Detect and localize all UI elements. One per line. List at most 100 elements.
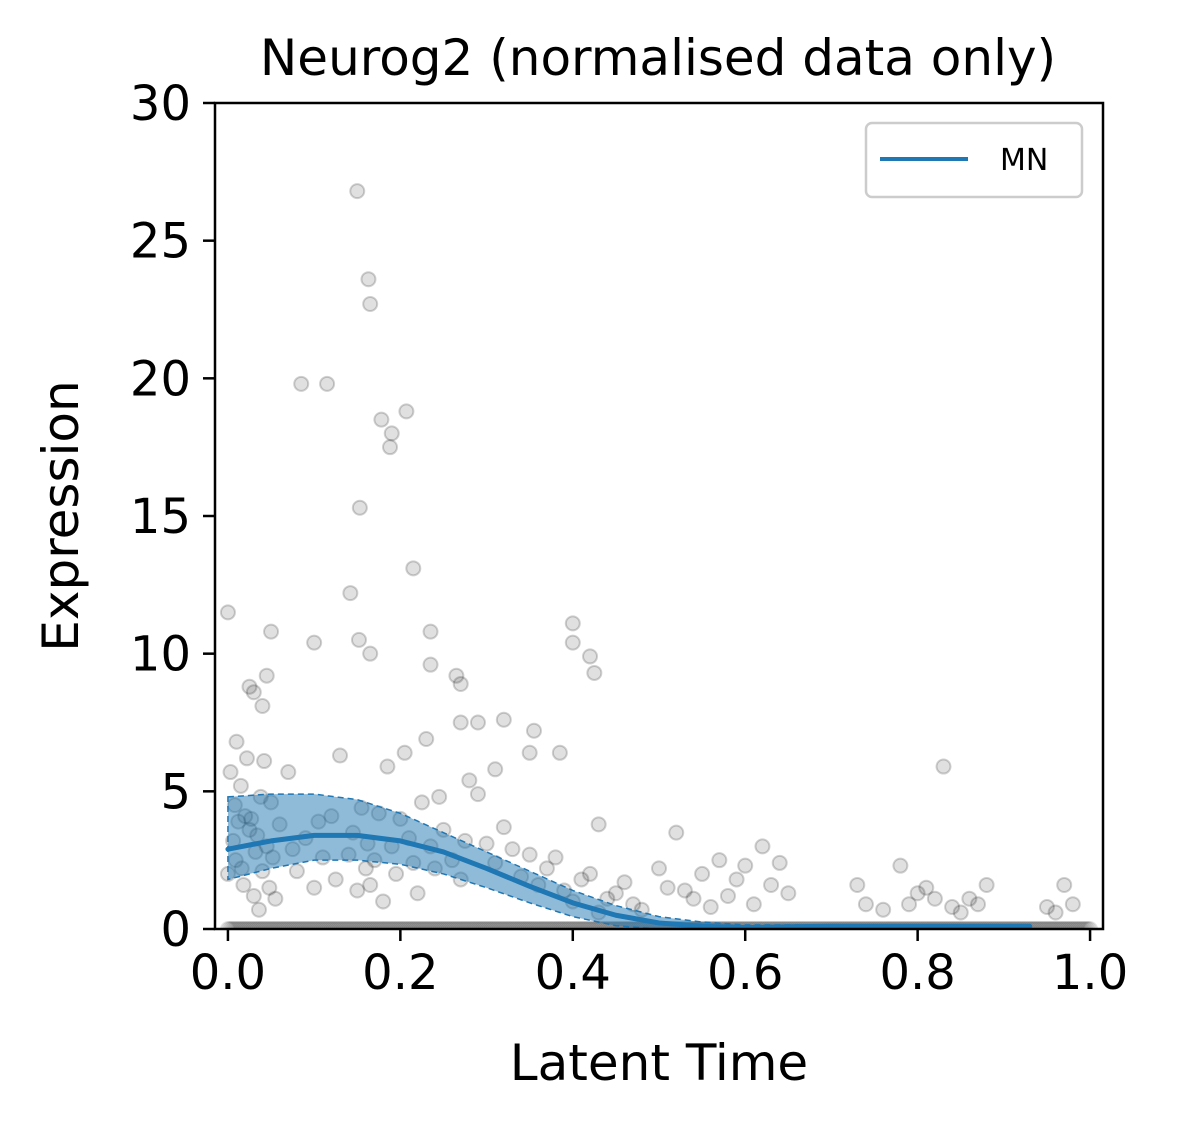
- scatter-point-zero: [558, 921, 575, 929]
- scatter-point-zero: [402, 921, 419, 929]
- scatter-point-zero: [238, 921, 255, 929]
- scatter-point: [332, 747, 349, 764]
- scatter-point: [969, 896, 986, 913]
- scatter-point-zero: [279, 921, 296, 929]
- scatter-point: [935, 758, 952, 775]
- scatter-point-zero: [503, 921, 520, 929]
- scatter-point-zero: [568, 921, 585, 929]
- scatter-point-zero: [464, 921, 481, 929]
- scatter-point: [1038, 898, 1055, 915]
- y-axis-ticks: 0 5 10 15 20 25 30: [130, 76, 215, 958]
- scatter-point-zero: [1034, 921, 1051, 929]
- scatter-point: [702, 898, 719, 915]
- scatter-point: [469, 786, 486, 803]
- scatter-point-zero: [521, 921, 538, 929]
- scatter-point-zero: [501, 921, 518, 929]
- scatter-point-zero: [439, 921, 456, 929]
- scatter-point-zero: [470, 921, 487, 929]
- scatter-point: [719, 887, 736, 904]
- scatter-point-zero: [447, 921, 464, 929]
- scatter-point-zero: [371, 921, 388, 929]
- scatter-point-zero: [375, 921, 392, 929]
- scatter-point: [521, 846, 538, 863]
- scatter-point: [849, 876, 866, 893]
- y-tick-label: 10: [130, 627, 191, 683]
- scatter-point: [525, 722, 542, 739]
- scatter-point-zero: [581, 921, 598, 929]
- scatter-point-zero: [265, 921, 282, 929]
- scatter-point-zero: [328, 921, 345, 929]
- scatter-point-zero: [369, 921, 386, 929]
- scatter-point-zero: [355, 921, 372, 929]
- scatter-point-zero: [1082, 921, 1099, 929]
- legend-label-mn: MN: [1000, 143, 1048, 178]
- scatter-point-zero: [546, 921, 563, 929]
- scatter-point-zero: [408, 921, 425, 929]
- scatter-point-zero: [326, 921, 343, 929]
- scatter-point: [1047, 904, 1064, 921]
- scatter-point-zero: [527, 921, 544, 929]
- scatter-point-zero: [400, 921, 417, 929]
- scatter-point: [228, 733, 245, 750]
- scatter-point: [763, 876, 780, 893]
- scatter-point: [351, 499, 368, 516]
- scatter-point-zero: [269, 921, 286, 929]
- scatter-point-zero: [1053, 921, 1070, 929]
- scatter-point: [256, 753, 273, 770]
- scatter-point-zero: [373, 921, 390, 929]
- scatter-point-zero: [531, 921, 548, 929]
- x-tick-label: 0.4: [535, 945, 611, 1001]
- scatter-point: [607, 885, 624, 902]
- y-tick-label: 30: [130, 76, 191, 132]
- scatter-point-zero: [474, 921, 491, 929]
- scatter-point: [288, 863, 305, 880]
- chart-title: Neurog2 (normalised data only): [260, 29, 1056, 87]
- scatter-point-zero: [523, 921, 540, 929]
- confidence-band: [227, 793, 1031, 929]
- x-tick-label: 0.6: [707, 945, 783, 1001]
- scatter-point: [461, 772, 478, 789]
- scatter-point: [616, 874, 633, 891]
- scatter-point-zero: [525, 921, 542, 929]
- scatter-point: [586, 664, 603, 681]
- scatter-point-zero: [312, 921, 329, 929]
- scatter-point-zero: [511, 921, 528, 929]
- scatter-point-zero: [1038, 921, 1055, 929]
- scatter-point-zero: [515, 921, 532, 929]
- scatter-point-zero: [324, 921, 341, 929]
- scatter-point: [487, 761, 504, 778]
- scatter-point: [771, 854, 788, 871]
- scatter-point-zero: [1063, 921, 1080, 929]
- scatter-point-zero: [577, 921, 594, 929]
- scatter-point-zero: [455, 921, 472, 929]
- scatter-point-zero: [357, 921, 374, 929]
- scatter-point-zero: [263, 921, 280, 929]
- scatter-point-zero: [490, 921, 507, 929]
- scatter-point: [564, 634, 581, 651]
- scatter-point-zero: [242, 921, 259, 929]
- scatter-point-zero: [1075, 921, 1092, 929]
- x-axis-ticks: 0.0 0.2 0.4 0.6 0.8 1.0: [190, 929, 1128, 1001]
- scatter-point-zero: [283, 921, 300, 929]
- scatter-point-zero: [304, 921, 321, 929]
- scatter-point: [396, 744, 413, 761]
- scatter-point-zero: [308, 921, 325, 929]
- scatter-point: [327, 871, 344, 888]
- scatter-point-zero: [221, 921, 238, 929]
- scatter-point-zero: [302, 921, 319, 929]
- scatter-point-zero: [451, 921, 468, 929]
- scatter-point: [235, 876, 252, 893]
- scatter-point-zero: [1080, 921, 1097, 929]
- scatter-point: [1064, 896, 1081, 913]
- scatter-point: [362, 295, 379, 312]
- scatter-point-zero: [240, 921, 257, 929]
- scatter-point-zero: [433, 921, 450, 929]
- scatter-point-zero: [404, 921, 421, 929]
- scatter-point-zero: [275, 921, 292, 929]
- scatter-point: [952, 904, 969, 921]
- scatter-point: [422, 623, 439, 640]
- scatter-point-zero: [517, 921, 534, 929]
- scatter-point-zero: [583, 921, 600, 929]
- scatter-point: [306, 634, 323, 651]
- scatter-point: [362, 876, 379, 893]
